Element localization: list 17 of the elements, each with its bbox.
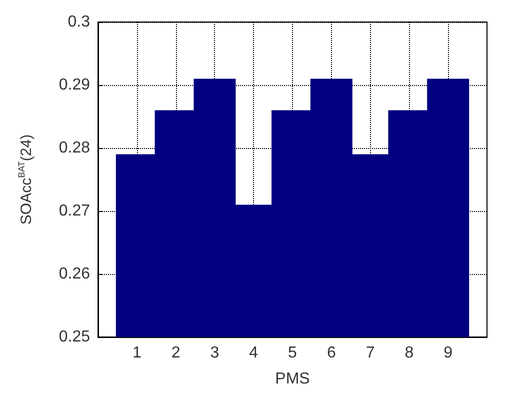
x-tick-label: 4 [249, 344, 258, 362]
x-axis-title: PMS [275, 370, 310, 388]
x-tick-label: 3 [210, 344, 220, 362]
y-tick-label: 0.26 [58, 266, 90, 282]
x-tick-label: 6 [326, 344, 336, 362]
y-tick-label: 0.25 [58, 328, 90, 346]
y-tick-label: 0.29 [58, 76, 90, 94]
x-tick-label: 5 [288, 344, 298, 362]
y-tick-label: 0.28 [58, 140, 90, 156]
y-axis-title: SOAccBAT(24) [16, 134, 35, 225]
y-tick-label: 0.27 [58, 202, 90, 220]
x-tick-label: 9 [444, 344, 453, 362]
x-tick-label: 8 [404, 344, 414, 362]
x-tick-label: 1 [132, 344, 142, 362]
x-tick-label: 2 [171, 344, 180, 362]
y-tick-label: 0.3 [68, 14, 90, 30]
x-tick-label: 7 [366, 344, 375, 362]
